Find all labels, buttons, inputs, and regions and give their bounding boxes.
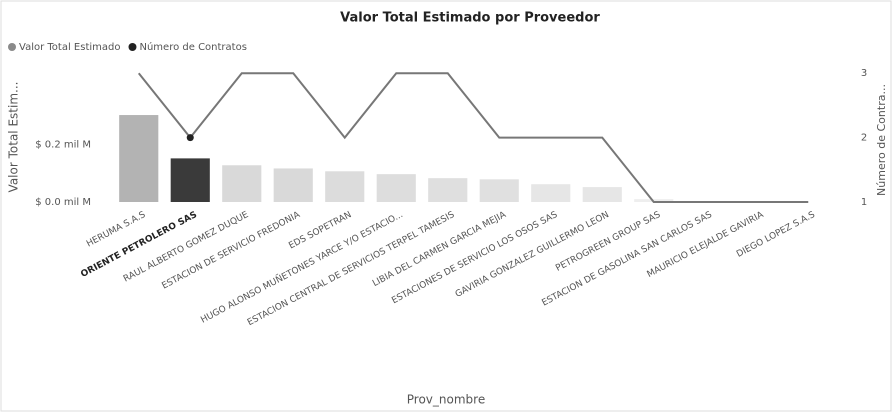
y2-axis-title: Número de Contra... — [875, 84, 888, 196]
y-axis-title: Valor Total Estim... — [7, 82, 21, 193]
bar — [531, 184, 571, 202]
chart-title: Valor Total Estimado por Proveedor — [340, 11, 600, 26]
y2-tick-label: 1 — [861, 197, 867, 208]
y-tick-label: $ 0.0 mil M — [35, 197, 91, 208]
bar — [479, 179, 519, 202]
line — [137, 72, 809, 203]
y2-tick-label: 3 — [861, 68, 867, 79]
legend-label: Valor Total Estimado — [19, 42, 120, 53]
legend-marker — [128, 43, 137, 51]
bar — [119, 115, 159, 202]
y-tick-label: $ 0.2 mil M — [35, 140, 91, 151]
bar — [582, 187, 622, 202]
line-point — [186, 134, 194, 142]
bar — [376, 174, 416, 202]
bar — [222, 165, 262, 202]
bar — [428, 178, 468, 202]
legend-marker — [8, 43, 16, 51]
legend-label: Número de Contratos — [139, 41, 246, 53]
bar — [325, 171, 365, 202]
bar — [170, 158, 210, 202]
y2-tick-label: 2 — [861, 133, 867, 144]
x-axis-title: Prov_nombre — [407, 393, 485, 407]
bar — [273, 168, 313, 202]
